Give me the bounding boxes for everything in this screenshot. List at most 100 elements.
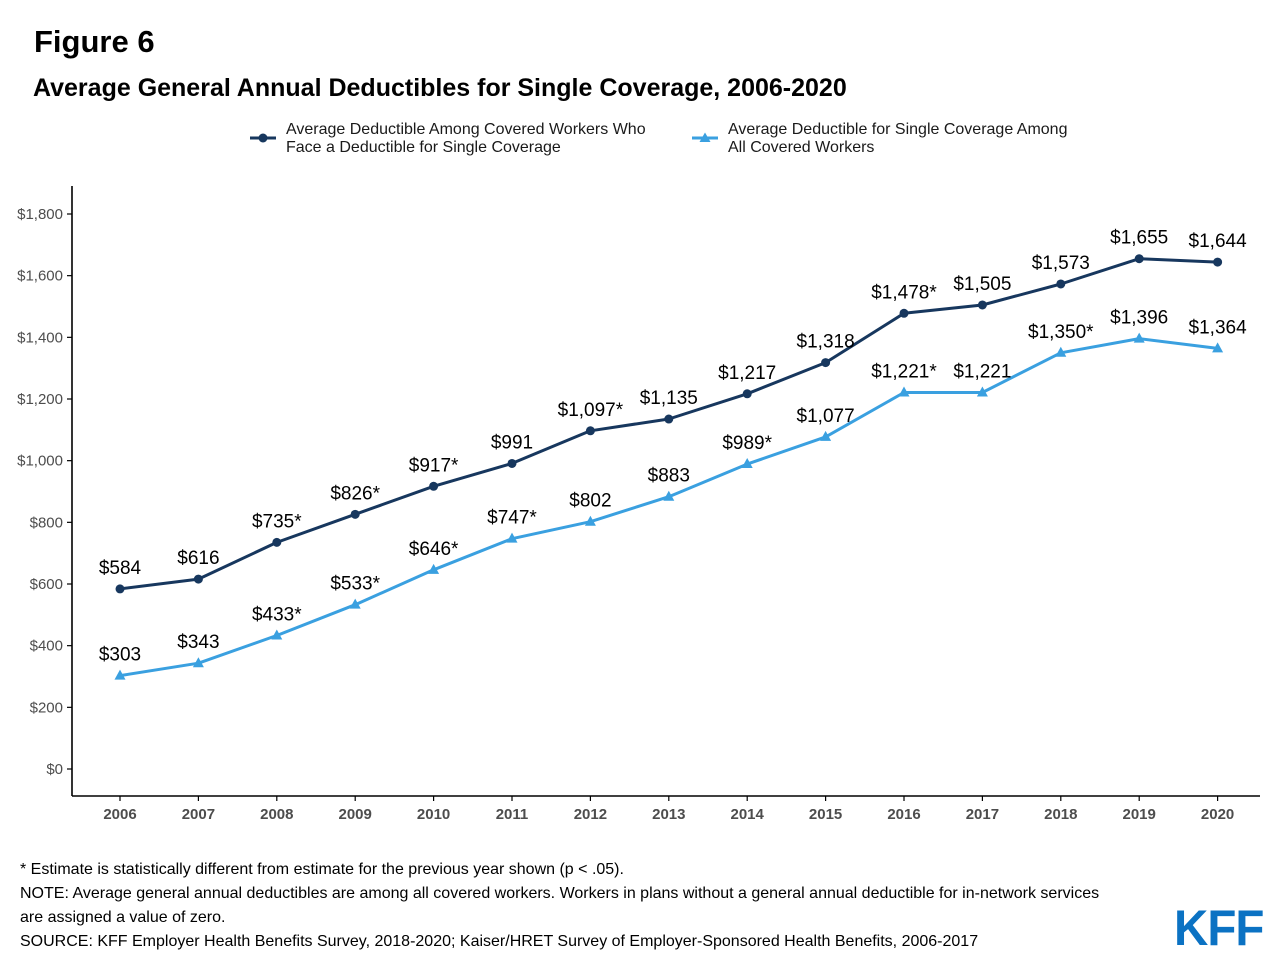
data-label: $646* [409,539,459,560]
data-label: $735* [252,511,302,532]
data-label: $616 [177,548,219,569]
data-label: $1,097* [558,400,624,421]
data-label: $303 [99,645,141,666]
data-point-triangle [1212,342,1224,353]
legend-label: Average Deductible Among Covered Workers… [286,121,646,157]
data-point-circle [1213,257,1223,267]
legend-label-line1: Average Deductible Among Covered Workers… [286,121,646,138]
data-label: $826* [330,483,380,504]
footnote-significance: * Estimate is statistically different fr… [20,861,624,878]
kff-logo: KFF [1174,900,1264,956]
data-point-triangle [114,669,126,680]
data-label: $917* [409,455,459,476]
x-tick-label: 2015 [809,806,842,823]
data-point-triangle [898,386,910,397]
data-label: $533* [330,574,380,595]
legend-label-line2: Face a Deductible for Single Coverage [286,139,561,156]
y-tick-label: $1,400 [17,329,63,346]
data-label: $1,217 [718,363,776,384]
footnote-source: SOURCE: KFF Employer Health Benefits Sur… [20,933,979,950]
data-label: $989* [722,433,772,454]
data-point-circle [507,458,517,468]
data-point-triangle [1133,332,1145,343]
data-label: $1,364 [1189,317,1248,338]
data-point-circle [899,308,909,318]
series-line-1 [119,257,1218,591]
series-markers [114,254,1224,680]
data-point-triangle [1055,346,1067,357]
data-point-triangle [428,563,440,574]
data-label: $1,221 [953,362,1011,383]
x-tick-label: 2006 [103,806,136,823]
y-tick-label: $1,000 [17,453,63,470]
x-tick-label: 2012 [574,806,607,823]
data-label: $1,573 [1032,253,1090,274]
data-label: $1,221* [871,362,937,383]
data-point-circle [821,358,831,368]
data-point-triangle [820,430,832,441]
data-point-triangle [506,532,518,543]
chart-title: Average General Annual Deductibles for S… [33,74,847,102]
data-label: $991 [491,432,533,453]
data-label: $584 [99,558,142,579]
footnote-note-line2: are assigned a value of zero. [20,909,226,926]
data-point-circle [429,481,439,491]
legend-label-line2: All Covered Workers [728,139,875,156]
data-label: $1,077 [797,406,855,427]
data-label: $1,135 [640,388,698,409]
y-tick-label: $600 [30,576,63,593]
y-tick-label: $1,200 [17,391,63,408]
data-point-circle [193,574,203,584]
data-point-triangle [192,657,204,668]
legend-label: Average Deductible for Single Coverage A… [728,121,1067,157]
y-tick-label: $800 [30,514,63,531]
footnote-note-line1: NOTE: Average general annual deductibles… [20,885,1100,902]
data-label: $1,644 [1189,231,1248,252]
y-tick-label: $200 [30,699,63,716]
data-point-triangle [741,458,753,469]
x-tick-label: 2016 [887,806,920,823]
data-point-triangle [976,386,988,397]
data-point-triangle [349,598,361,609]
data-point-circle [1056,279,1066,289]
chart-legend: Average Deductible Among Covered Workers… [248,121,1148,161]
legend-swatch-triangle-icon [692,132,718,142]
y-tick-label: $1,800 [17,206,63,223]
y-tick-label: $0 [46,761,63,778]
footnotes: * Estimate is statistically different fr… [20,858,1190,954]
x-tick-label: 2009 [339,806,372,823]
figure-label: Figure 6 [34,24,155,59]
line-chart: $0 $200 $400 $600 $800 $1,000 $1,200 $1,400 $1,6… [17,186,1260,823]
x-tick-label: 2018 [1044,806,1077,823]
data-point-circle [1134,254,1144,264]
x-tick-label: 2007 [182,806,215,823]
x-tick-label: 2010 [417,806,450,823]
data-point-triangle [584,515,596,526]
legend-label-line1: Average Deductible for Single Coverage A… [728,121,1068,138]
data-label: $1,350* [1028,322,1094,343]
x-tick-label: 2011 [496,806,529,823]
legend-swatch-circle-icon [250,133,276,143]
chart-axes: $0 $200 $400 $600 $800 $1,000 $1,200 $1,400 $1,6… [17,186,1260,823]
data-label: $433* [252,604,302,625]
data-label: $1,655 [1110,228,1168,249]
data-label: $1,478* [871,282,937,303]
data-point-circle [115,584,125,594]
data-label: $343 [177,632,219,653]
legend-item-all-covered-workers: Average Deductible for Single Coverage A… [690,121,1067,157]
data-point-circle [742,389,752,399]
data-label: $802 [569,491,611,512]
data-label: $1,505 [953,274,1011,295]
data-point-circle [977,300,987,310]
x-tick-label: 2020 [1201,806,1234,823]
data-point-circle [350,509,360,519]
x-tick-label: 2014 [731,806,765,823]
data-label: $883 [648,466,690,487]
data-label: $1,396 [1110,308,1168,329]
data-point-circle [585,426,595,436]
data-point-circle [664,414,674,424]
data-label: $1,318 [797,332,855,353]
legend-item-covered-workers-with-deductible: Average Deductible Among Covered Workers… [248,121,646,157]
x-tick-label: 2013 [652,806,685,823]
data-labels: $584 $616 $735* $826* $917* $991 $1,097* $1,135… [99,228,1247,666]
